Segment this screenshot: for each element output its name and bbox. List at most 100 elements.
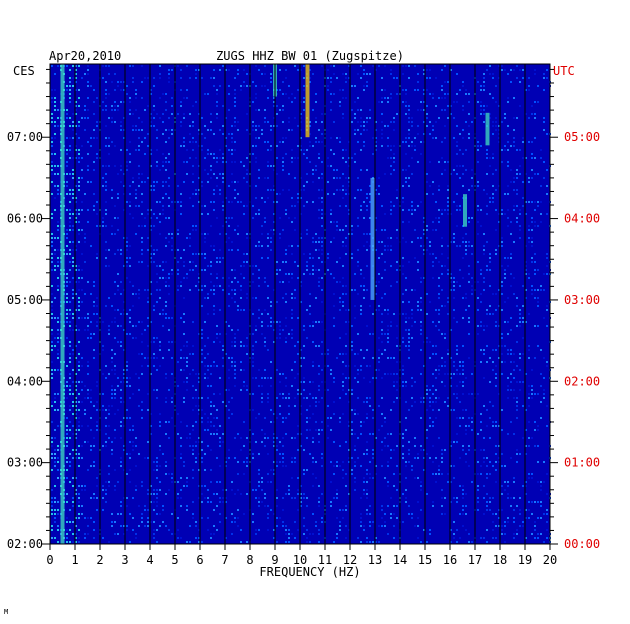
noise-cell — [243, 265, 245, 267]
noise-cell — [300, 101, 302, 103]
noise-cell — [465, 169, 467, 171]
noise-cell — [93, 193, 95, 195]
noise-cell — [93, 465, 95, 467]
noise-cell — [165, 237, 167, 239]
noise-cell — [291, 477, 293, 479]
noise-cell — [315, 121, 317, 123]
noise-cell — [138, 117, 140, 119]
noise-cell — [402, 141, 404, 143]
noise-cell — [180, 105, 182, 107]
noise-cell — [378, 349, 380, 351]
noise-cell — [510, 373, 512, 375]
noise-cell — [432, 421, 434, 423]
noise-cell — [438, 369, 440, 371]
noise-cell — [120, 129, 122, 131]
noise-cell — [237, 309, 239, 311]
noise-cell — [93, 333, 95, 335]
noise-cell — [537, 345, 539, 347]
noise-cell — [408, 221, 410, 223]
noise-cell — [276, 449, 278, 451]
spectral-feature — [305, 64, 310, 138]
noise-cell — [492, 125, 494, 127]
noise-cell — [363, 129, 365, 131]
noise-cell — [78, 513, 80, 515]
noise-cell — [291, 461, 293, 463]
noise-cell — [129, 317, 131, 319]
noise-cell — [309, 393, 311, 395]
noise-cell — [462, 497, 464, 499]
noise-cell — [126, 165, 128, 167]
noise-cell — [297, 449, 299, 451]
noise-cell — [57, 265, 59, 267]
noise-cell — [363, 73, 365, 75]
noise-cell — [384, 513, 386, 515]
noise-cell — [192, 137, 194, 139]
noise-cell — [210, 385, 212, 387]
noise-cell — [462, 505, 464, 507]
noise-cell — [420, 153, 422, 155]
noise-cell — [141, 97, 143, 99]
noise-cell — [495, 229, 497, 231]
noise-cell — [402, 521, 404, 523]
noise-cell — [66, 193, 68, 195]
noise-cell — [333, 441, 335, 443]
noise-cell — [228, 133, 230, 135]
noise-cell — [393, 385, 395, 387]
noise-cell — [123, 369, 125, 371]
noise-cell — [375, 293, 377, 295]
noise-cell — [159, 341, 161, 343]
noise-cell — [204, 469, 206, 471]
noise-cell — [336, 229, 338, 231]
noise-cell — [342, 373, 344, 375]
noise-cell — [237, 73, 239, 75]
noise-cell — [90, 417, 92, 419]
noise-cell — [201, 457, 203, 459]
noise-cell — [330, 101, 332, 103]
noise-cell — [411, 289, 413, 291]
noise-cell — [510, 353, 512, 355]
noise-cell — [420, 309, 422, 311]
noise-cell — [534, 393, 536, 395]
noise-cell — [129, 541, 131, 543]
noise-cell — [246, 237, 248, 239]
noise-cell — [276, 173, 278, 175]
noise-cell — [462, 369, 464, 371]
noise-cell — [57, 541, 59, 543]
noise-cell — [384, 477, 386, 479]
noise-cell — [315, 101, 317, 103]
noise-cell — [264, 337, 266, 339]
noise-cell — [303, 109, 305, 111]
noise-cell — [255, 161, 257, 163]
noise-cell — [225, 501, 227, 503]
noise-cell — [498, 461, 500, 463]
noise-cell — [189, 353, 191, 355]
noise-cell — [105, 213, 107, 215]
noise-cell — [321, 121, 323, 123]
noise-cell — [342, 509, 344, 511]
noise-cell — [51, 309, 53, 311]
noise-cell — [318, 217, 320, 219]
noise-cell — [327, 69, 329, 71]
noise-cell — [243, 345, 245, 347]
noise-cell — [315, 165, 317, 167]
noise-cell — [315, 93, 317, 95]
noise-cell — [105, 265, 107, 267]
noise-cell — [459, 425, 461, 427]
noise-cell — [183, 97, 185, 99]
noise-cell — [438, 465, 440, 467]
noise-cell — [51, 421, 53, 423]
noise-cell — [423, 229, 425, 231]
noise-cell — [51, 89, 53, 91]
spectral-feature — [60, 64, 65, 544]
noise-cell — [483, 113, 485, 115]
noise-cell — [465, 409, 467, 411]
noise-cell — [285, 209, 287, 211]
noise-cell — [135, 485, 137, 487]
noise-cell — [291, 497, 293, 499]
noise-cell — [408, 345, 410, 347]
noise-cell — [312, 437, 314, 439]
noise-cell — [345, 485, 347, 487]
noise-cell — [405, 477, 407, 479]
noise-cell — [363, 481, 365, 483]
noise-cell — [219, 521, 221, 523]
